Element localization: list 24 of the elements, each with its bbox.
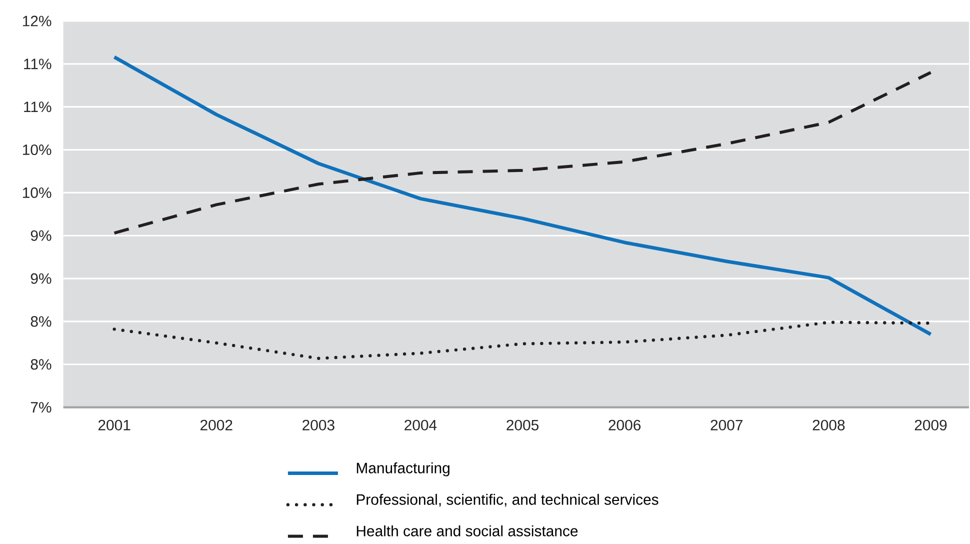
x-tick-label: 2002: [200, 420, 232, 430]
legend-label: Health care and social assistance: [356, 525, 578, 536]
y-tick-label: 9%: [30, 230, 52, 241]
x-tick-label: 2001: [98, 420, 130, 430]
line-series: [112, 55, 932, 336]
y-tick-label: 8%: [30, 316, 52, 327]
y-tick-label: 10%: [23, 187, 52, 198]
legend-label: Professional, scientific, and technical services: [356, 494, 658, 507]
x-tick-label: 2005: [506, 420, 539, 430]
y-tick-label: 11%: [24, 102, 52, 112]
x-tick-label: 2004: [404, 420, 437, 430]
y-tick-label: 9%: [30, 273, 52, 284]
x-tick-label: 2007: [710, 420, 742, 430]
y-tick-label: 12%: [23, 16, 52, 26]
legend-label: Manufacturing: [356, 462, 450, 476]
line-series: [112, 71, 932, 235]
y-tick-label: 11%: [24, 58, 52, 70]
x-tick-label: 2008: [812, 420, 845, 430]
y-tick-label: 7%: [30, 402, 52, 413]
x-tick-label: 2003: [302, 420, 334, 430]
x-tick-label: 2006: [608, 420, 641, 430]
y-tick-label: 8%: [30, 359, 52, 370]
x-tick-label: 2009: [914, 420, 947, 430]
y-tick-label: 10%: [23, 144, 52, 156]
